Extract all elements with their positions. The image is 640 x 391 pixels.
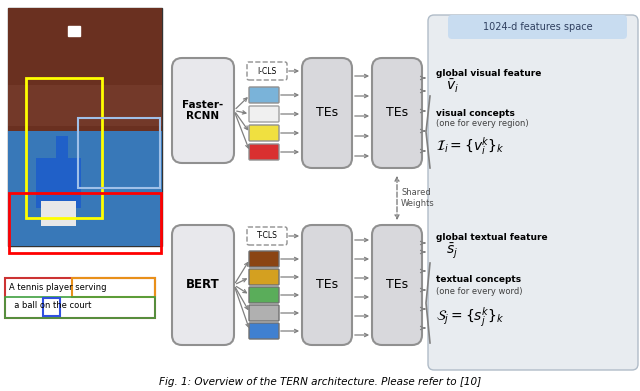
FancyBboxPatch shape bbox=[249, 87, 279, 103]
FancyBboxPatch shape bbox=[302, 225, 352, 345]
Bar bbox=[41, 201, 76, 226]
Bar bbox=[26, 78, 102, 218]
Text: I-CLS: I-CLS bbox=[257, 66, 276, 75]
FancyBboxPatch shape bbox=[372, 225, 422, 345]
FancyBboxPatch shape bbox=[372, 58, 422, 168]
FancyBboxPatch shape bbox=[247, 227, 287, 245]
FancyBboxPatch shape bbox=[448, 15, 627, 39]
Text: 1024-d features space: 1024-d features space bbox=[483, 22, 592, 32]
Text: TEs: TEs bbox=[316, 106, 338, 120]
Text: (one for every word): (one for every word) bbox=[436, 287, 522, 296]
Bar bbox=[36, 158, 81, 208]
Text: (one for every region): (one for every region) bbox=[436, 120, 529, 129]
Bar bbox=[5, 278, 155, 318]
FancyBboxPatch shape bbox=[249, 305, 279, 321]
Text: textual concepts: textual concepts bbox=[436, 276, 521, 285]
FancyBboxPatch shape bbox=[249, 144, 279, 160]
Text: a ball on the court: a ball on the court bbox=[9, 301, 92, 310]
Text: Fig. 1: Overview of the TERN architecture. Please refer to [10]: Fig. 1: Overview of the TERN architectur… bbox=[159, 377, 481, 387]
Bar bbox=[78, 118, 160, 188]
FancyBboxPatch shape bbox=[172, 58, 234, 163]
FancyBboxPatch shape bbox=[249, 323, 279, 339]
Bar bbox=[72, 278, 155, 297]
Text: visual concepts: visual concepts bbox=[436, 108, 515, 118]
Bar bbox=[8, 131, 162, 246]
Text: global textual feature: global textual feature bbox=[436, 233, 548, 242]
Text: A tennis player serving: A tennis player serving bbox=[9, 283, 106, 292]
Text: $\mathcal{I}_i = \{v_i^k\}_k$: $\mathcal{I}_i = \{v_i^k\}_k$ bbox=[436, 135, 505, 157]
Text: Faster-
RCNN: Faster- RCNN bbox=[182, 100, 223, 121]
Bar bbox=[9, 193, 161, 253]
Bar bbox=[8, 8, 162, 246]
Bar bbox=[43, 298, 60, 316]
Text: TEs: TEs bbox=[386, 106, 408, 120]
Text: $\mathcal{S}_j = \{s_j^k\}_k$: $\mathcal{S}_j = \{s_j^k\}_k$ bbox=[436, 305, 505, 329]
FancyBboxPatch shape bbox=[302, 58, 352, 168]
FancyBboxPatch shape bbox=[249, 269, 279, 285]
FancyBboxPatch shape bbox=[247, 62, 287, 80]
Bar bbox=[56, 136, 68, 166]
FancyBboxPatch shape bbox=[249, 106, 279, 122]
Text: $\bar{s}_j$: $\bar{s}_j$ bbox=[446, 241, 458, 260]
Text: BERT: BERT bbox=[186, 278, 220, 292]
FancyBboxPatch shape bbox=[172, 225, 234, 345]
FancyBboxPatch shape bbox=[428, 15, 638, 370]
Text: T-CLS: T-CLS bbox=[257, 231, 277, 240]
FancyBboxPatch shape bbox=[249, 287, 279, 303]
Text: global visual feature: global visual feature bbox=[436, 68, 541, 77]
Bar bbox=[68, 26, 80, 36]
Text: TEs: TEs bbox=[386, 278, 408, 292]
Text: $\bar{v}_i$: $\bar{v}_i$ bbox=[446, 77, 459, 95]
Text: Shared
Weights: Shared Weights bbox=[401, 188, 435, 208]
Text: TEs: TEs bbox=[316, 278, 338, 292]
Bar bbox=[5, 297, 155, 318]
Bar bbox=[8, 8, 162, 131]
Bar bbox=[8, 85, 162, 126]
FancyBboxPatch shape bbox=[249, 125, 279, 141]
FancyBboxPatch shape bbox=[249, 251, 279, 267]
